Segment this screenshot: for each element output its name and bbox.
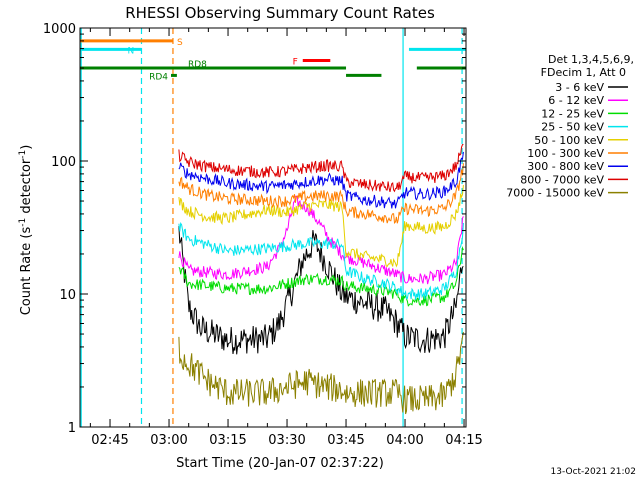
y-tick-label-1: 10 (59, 288, 76, 303)
flag-label-3: RD8 (188, 60, 207, 70)
axes-frame (79, 27, 467, 428)
legend-header-1: Det 1,3,4,5,6,9, (548, 53, 634, 66)
legend-header-2: FDecim 1, Att 0 (541, 66, 626, 79)
legend-label-0: 3 - 6 keV (555, 81, 604, 94)
x-tick-label-4: 03:45 (327, 433, 364, 448)
series-line-3 (178, 222, 464, 300)
x-tick-label-1: 03:00 (150, 433, 187, 448)
series-line-4 (178, 185, 464, 268)
y-tick-label-2: 100 (51, 155, 76, 170)
legend-label-5: 100 - 300 keV (527, 147, 604, 160)
svg-text:Count Rate (s-1 detector-1): Count Rate (s-1 detector-1) (18, 145, 34, 316)
x-tick-label-2: 03:15 (209, 433, 246, 448)
flag-label-2: F (293, 57, 298, 67)
x-tick-label-0: 02:45 (91, 433, 128, 448)
legend-label-2: 12 - 25 keV (541, 107, 604, 120)
legend-label-6: 300 - 800 keV (527, 160, 604, 173)
chart-title: RHESSI Observing Summary Count Rates (125, 4, 435, 22)
flag-label-5: RD4 (149, 72, 168, 82)
flag-label-0: S (177, 38, 183, 48)
y-axis-label: Count Rate (s-1 detector-1) (18, 145, 34, 316)
flag-label-1: N (127, 46, 134, 56)
legend-label-1: 6 - 12 keV (548, 94, 604, 107)
y-tick-label-3: 1000 (43, 22, 76, 37)
x-axis-label: Start Time (20-Jan-07 02:37:22) (176, 456, 384, 471)
series-line-7 (178, 144, 464, 193)
x-tick-label-6: 04:15 (445, 433, 482, 448)
legend-label-4: 50 - 100 keV (534, 134, 604, 147)
legend: Det 1,3,4,5,6,9,FDecim 1, Att 0 3 - 6 keV… (506, 53, 634, 200)
legend-label-8: 7000 - 15000 keV (506, 187, 604, 200)
series-line-5 (178, 163, 464, 225)
x-tick-label-5: 04:00 (386, 433, 423, 448)
y-tick-label-0: 1 (68, 421, 76, 436)
series-line-8 (178, 331, 464, 415)
series-line-6 (178, 151, 464, 209)
legend-label-3: 25 - 50 keV (541, 121, 604, 134)
series-line-0 (178, 225, 464, 355)
legend-label-7: 800 - 7000 keV (520, 173, 604, 186)
plot-area: S N F RD8 RD4 1 10 100 1000 02:45 03:00 03:15 03:30 0… (43, 22, 483, 448)
series-line-1 (178, 195, 464, 285)
x-tick-label-3: 03:30 (268, 433, 305, 448)
footer-timestamp: 13-Oct-2021 21:02 (551, 467, 636, 477)
